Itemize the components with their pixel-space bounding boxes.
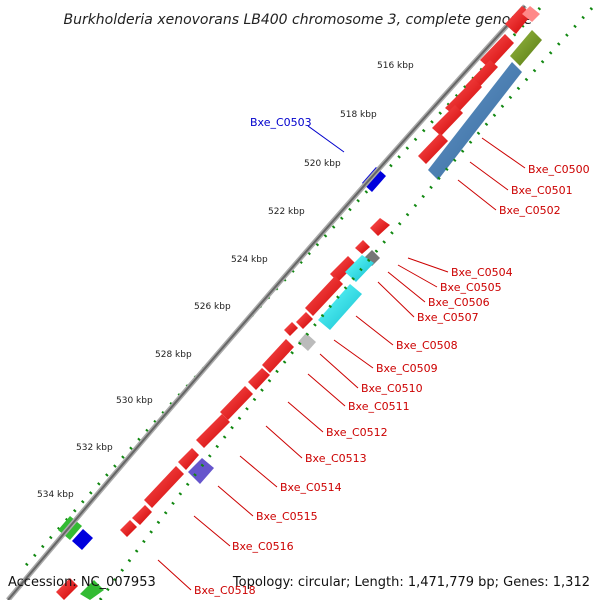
tick-label-532: 532 kbp [76,443,113,453]
gene-label-bxe-c0515[interactable]: Bxe_C0515 [256,510,318,523]
feature-cyan-upper[interactable] [345,255,374,282]
backbone-inner [7,5,526,600]
feature-green-bottom[interactable] [80,580,104,600]
cds-arrow[interactable] [330,256,356,282]
gene-label-bxe-c0504[interactable]: Bxe_C0504 [451,266,513,279]
gene-label-bxe-c0511[interactable]: Bxe_C0511 [348,400,410,413]
feature-steelblue[interactable] [428,62,522,180]
cds-arrow[interactable] [480,34,514,69]
callout-line [457,179,497,211]
gene-label-bxe-c0503[interactable]: Bxe_C0503 [250,116,312,129]
tick-label-530: 530 kbp [116,396,153,406]
gene-label-bxe-c0510[interactable]: Bxe_C0510 [361,382,423,395]
tick-label-524: 524 kbp [231,255,268,265]
cds-arrow[interactable] [132,505,152,525]
cds-arrow[interactable] [370,218,390,236]
cds-arrow[interactable] [56,578,78,600]
gene-bxe-c0503[interactable] [362,167,386,192]
callout-line [481,137,526,169]
inner-dotted-track [98,6,594,600]
tick-label-522: 522 kbp [268,207,305,217]
cds-arrow[interactable] [355,240,370,254]
tick-label-526: 526 kbp [194,302,231,312]
cds-arrow[interactable] [262,339,294,373]
feature-pink-top[interactable] [522,6,540,22]
tick-label-534: 534 kbp [37,490,74,500]
tick-label-520: 520 kbp [304,159,341,169]
tick-label-516: 516 kbp [377,61,414,71]
cds-arrow[interactable] [178,448,199,470]
callout-line [355,315,394,346]
gene-label-bxe-c0505[interactable]: Bxe_C0505 [440,281,502,294]
gene-label-bxe-c0501[interactable]: Bxe_C0501 [511,184,573,197]
callout-line [307,373,346,407]
gene-label-bxe-c0516[interactable]: Bxe_C0516 [232,540,294,553]
gene-label-bxe-c0508[interactable]: Bxe_C0508 [396,339,458,352]
tick-label-518: 518 kbp [340,110,377,120]
cds-arrow[interactable] [196,414,230,448]
callout-line [469,161,509,191]
callout-line [333,339,374,369]
gene-label-bxe-c0507[interactable]: Bxe_C0507 [417,311,479,324]
cds-arrow[interactable] [305,276,343,316]
gene-label-bxe-c0512[interactable]: Bxe_C0512 [326,426,388,439]
cds-arrow[interactable] [296,312,313,329]
callout-line [397,264,438,288]
accession-text: Accession: NC_007953 [8,575,156,590]
cds-arrow[interactable] [220,386,253,420]
callout-line [377,281,415,318]
cds-arrow[interactable] [284,322,298,336]
gene-label-bxe-c0514[interactable]: Bxe_C0514 [280,481,342,494]
map-title: Burkholderia xenovorans LB400 chromosome… [63,12,532,28]
cds-arrow[interactable] [144,466,184,508]
callout-line [157,559,192,591]
callout-lines [157,137,526,591]
gene-label-bxe-c0500[interactable]: Bxe_C0500 [528,163,590,176]
gene-label-bxe-c0518[interactable]: Bxe_C0518 [194,584,256,597]
callout-line [407,257,449,273]
gene-label-bxe-c0506[interactable]: Bxe_C0506 [428,296,490,309]
callout-line [265,425,303,459]
feature-olive[interactable] [510,30,542,66]
gene-label-bxe-c0509[interactable]: Bxe_C0509 [376,362,438,375]
callout-line [239,455,278,488]
gene-label-bxe-c0513[interactable]: Bxe_C0513 [305,452,367,465]
tick-label-528: 528 kbp [155,350,192,360]
callout-line [287,401,324,433]
feature-purple[interactable] [188,458,214,484]
gene-label-bxe-c0502[interactable]: Bxe_C0502 [499,204,561,217]
forward-cds-track [56,6,532,600]
feature-cyan-lower[interactable] [318,284,362,330]
callout-line [217,485,254,517]
cds-arrow[interactable] [120,520,137,537]
callout-line [319,353,359,389]
feature-grey[interactable] [298,333,316,351]
callout-line [193,515,231,547]
cds-arrow[interactable] [432,105,463,136]
cds-arrow[interactable] [418,133,448,164]
cds-arrow[interactable] [248,368,270,390]
genome-summary-text: Topology: circular; Length: 1,471,779 bp… [232,575,590,590]
callout-line-bxe-c0503 [307,125,345,153]
gene-blue-lower[interactable] [72,529,93,550]
callout-line [387,271,426,303]
